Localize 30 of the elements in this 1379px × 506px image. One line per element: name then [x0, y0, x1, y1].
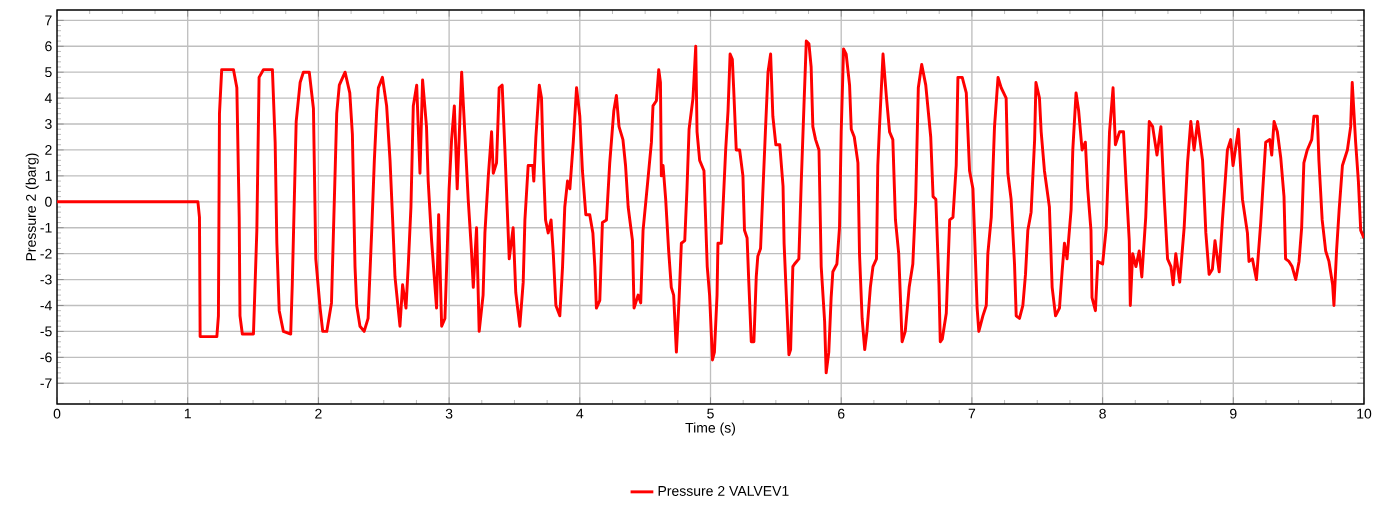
- y-tick-label: 4: [44, 93, 52, 103]
- y-tick-label: 2: [45, 145, 52, 155]
- line-series: [57, 39, 1364, 375]
- y-tick-label: 6: [45, 41, 52, 52]
- x-tick-label: 10: [1357, 408, 1372, 419]
- x-tick-label: 7: [968, 408, 976, 419]
- y-tick-label: 5: [45, 67, 52, 78]
- y-tick-label: 7: [45, 15, 52, 26]
- x-tick-label: 2: [315, 408, 322, 419]
- x-tick-label: 3: [445, 408, 453, 419]
- y-tick-label: -2: [40, 248, 52, 259]
- y-tick-label: -6: [40, 352, 52, 363]
- y-tick-label: -3: [40, 274, 52, 285]
- x-axis-title: Time (s): [685, 422, 736, 436]
- x-tick-label: 1: [184, 408, 191, 419]
- y-tick-label: 1: [45, 171, 52, 181]
- y-tick-label: -1: [40, 222, 52, 233]
- y-tick-label: 0: [45, 196, 52, 207]
- x-tick-label: 4: [576, 408, 584, 419]
- legend-label: Pressure 2 VALVEV1: [658, 485, 789, 496]
- x-tick-label: 8: [1099, 408, 1106, 419]
- y-tick-label: -7: [40, 378, 52, 389]
- y-tick-label: -5: [40, 326, 52, 337]
- x-tick-label: 5: [707, 408, 714, 419]
- x-tick-label: 9: [1230, 408, 1237, 419]
- y-tick-label: 3: [45, 119, 52, 129]
- x-tick-label: 0: [53, 408, 61, 419]
- y-tick-label: -4: [40, 300, 52, 311]
- x-tick-label: 6: [838, 408, 845, 419]
- y-axis-title: Pressure 2 (barg): [25, 153, 39, 261]
